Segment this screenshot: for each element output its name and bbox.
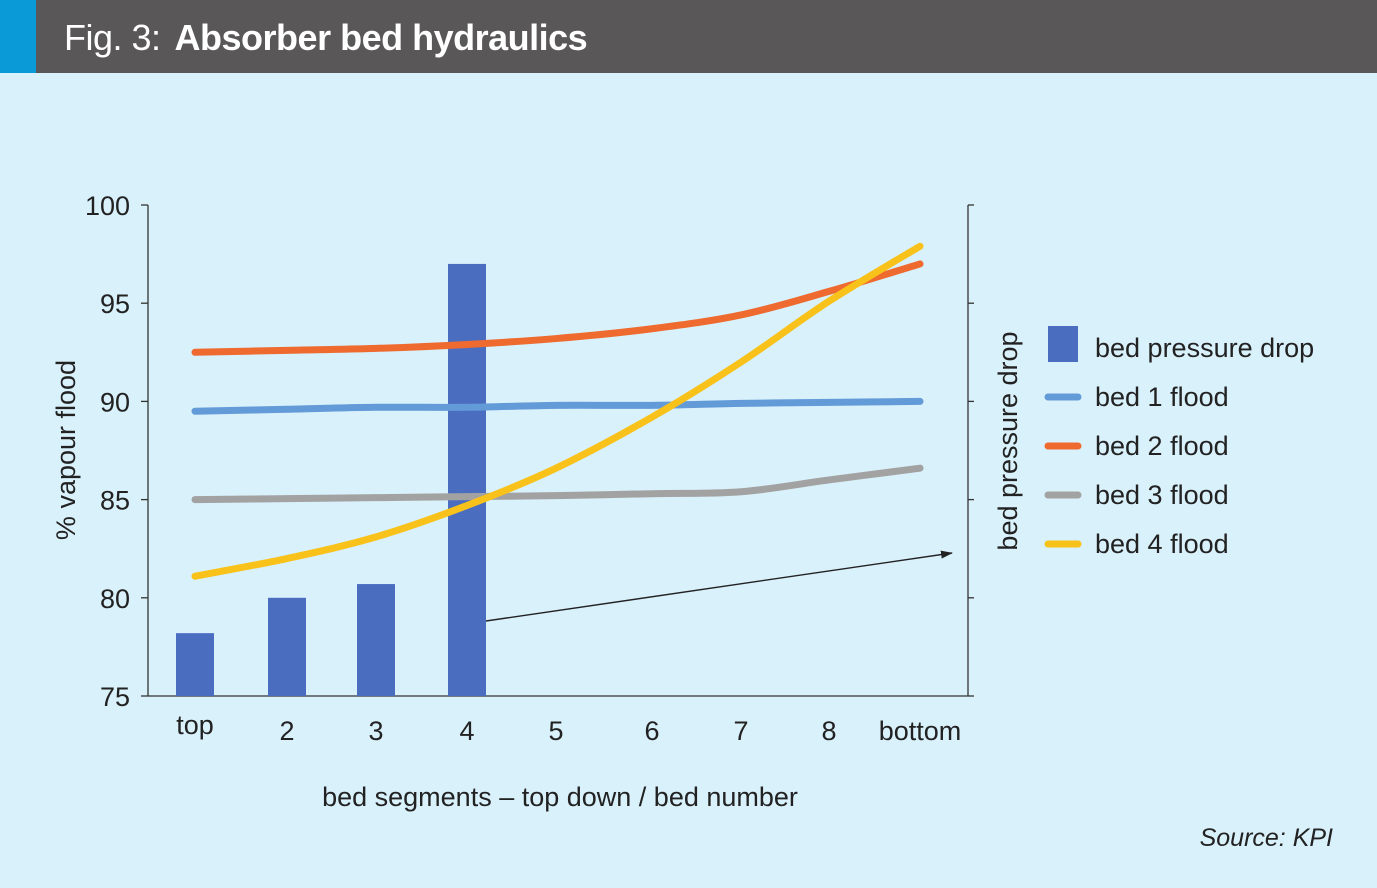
flood-lines bbox=[191, 242, 924, 580]
legend-label: bed 3 flood bbox=[1095, 480, 1229, 510]
x-tick-label: 5 bbox=[548, 716, 563, 746]
y2-axis-label: bed pressure drop bbox=[993, 331, 1023, 550]
pressure-drop-bar bbox=[176, 633, 214, 696]
axes: 75 80 85 90 95 100 top 2 3 4 5 6 7 8 bottom bbox=[85, 191, 974, 746]
y-tick-label: 75 bbox=[100, 682, 130, 712]
figure-title-text: Absorber bed hydraulics bbox=[174, 17, 588, 58]
x-tick-label: 2 bbox=[279, 716, 294, 746]
annotation bbox=[485, 550, 953, 622]
legend-label: bed pressure drop bbox=[1095, 333, 1314, 363]
pressure-drop-arrow bbox=[485, 550, 953, 622]
y-tick-label: 100 bbox=[85, 191, 130, 221]
x-tick-label: 7 bbox=[733, 716, 748, 746]
y-tick-label: 90 bbox=[100, 387, 130, 417]
x-tick-label: 3 bbox=[368, 716, 383, 746]
legend-label: bed 4 flood bbox=[1095, 529, 1229, 559]
y-axis-label: % vapour flood bbox=[51, 360, 81, 540]
y-tick-label: 95 bbox=[100, 289, 130, 319]
figure-header: Fig. 3: Absorber bed hydraulics bbox=[0, 0, 1377, 73]
x-tick-label: top bbox=[176, 710, 214, 740]
x-axis-label: bed segments – top down / bed number bbox=[322, 782, 798, 812]
flood-line-bed-2 bbox=[191, 260, 924, 356]
source-note: Source: KPI bbox=[1200, 824, 1333, 852]
pressure-drop-bar bbox=[357, 584, 395, 696]
figure-title: Fig. 3: Absorber bed hydraulics bbox=[64, 16, 588, 60]
y-tick-label: 85 bbox=[100, 486, 130, 516]
legend-label: bed 2 flood bbox=[1095, 431, 1229, 461]
legend-label: bed 1 flood bbox=[1095, 382, 1229, 412]
header-accent-bar bbox=[0, 0, 36, 73]
x-tick-label: 8 bbox=[821, 716, 836, 746]
chart-panel bbox=[0, 73, 1377, 888]
x-tick-label: 6 bbox=[644, 716, 659, 746]
flood-line-bed-3 bbox=[191, 464, 924, 504]
figure-number: Fig. 3: bbox=[64, 17, 161, 58]
pressure-drop-bar bbox=[448, 263, 486, 696]
flood-line-bed-1 bbox=[191, 397, 924, 415]
flood-line-bed-4 bbox=[191, 242, 924, 580]
legend-swatch-bar bbox=[1048, 326, 1078, 362]
x-tick-label: 4 bbox=[459, 716, 474, 746]
y-tick-label: 80 bbox=[100, 584, 130, 614]
x-tick-label: bottom bbox=[879, 716, 962, 746]
pressure-drop-bars bbox=[176, 263, 486, 696]
pressure-drop-bar bbox=[268, 597, 306, 696]
legend: bed pressure drop bed 1 flood bed 2 flood b… bbox=[1044, 326, 1314, 559]
